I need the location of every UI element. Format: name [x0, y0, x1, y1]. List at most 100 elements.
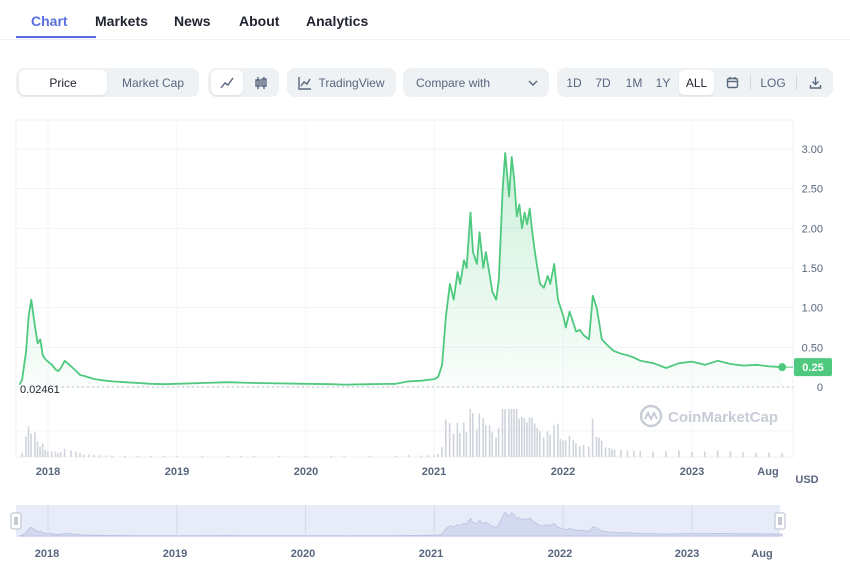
watermark: CoinMarketCap — [639, 404, 778, 428]
volume-bar — [595, 437, 598, 457]
toolbar-divider — [796, 75, 797, 90]
volume-bar — [611, 449, 613, 457]
volume-bar — [79, 452, 81, 457]
volume-bar — [482, 418, 484, 457]
toolbar-divider — [750, 75, 751, 90]
navigator-tick-label: Aug — [751, 548, 772, 560]
y-tick-label: 0 — [817, 382, 823, 394]
navigator-svg: 2018 2019 2020 2021 2022 2023 Aug — [10, 505, 786, 560]
range-1d-button[interactable]: 1D — [566, 75, 582, 90]
log-scale-button[interactable]: LOG — [760, 75, 786, 90]
calendar-button[interactable] — [720, 70, 744, 95]
navigator-right-handle[interactable] — [774, 512, 786, 530]
volume-bar — [598, 437, 600, 457]
tradingview-button-content: TradingView — [291, 70, 392, 95]
volume-bar — [394, 456, 397, 457]
price-button[interactable]: Price — [19, 70, 107, 95]
navigator-selection[interactable] — [16, 505, 780, 537]
volume-bar — [456, 422, 459, 457]
price-line[interactable] — [18, 152, 783, 386]
volume-bar — [39, 446, 41, 457]
volume-bar — [531, 417, 533, 457]
volume-bar — [546, 431, 549, 457]
range-all-button[interactable]: ALL — [679, 70, 714, 95]
volume-bar — [75, 451, 77, 457]
volume-bar — [452, 433, 455, 457]
market-cap-button[interactable]: Market Cap — [121, 75, 185, 90]
navigator-tick-label: 2023 — [675, 548, 699, 560]
time-navigator[interactable]: 2018 2019 2020 2021 2022 2023 Aug — [0, 500, 850, 577]
range-1y-button[interactable]: 1Y — [655, 75, 671, 90]
start-price-label: 0.02461 — [20, 384, 60, 396]
tab-chart[interactable]: Chart — [31, 13, 68, 29]
volume-bar — [515, 409, 518, 457]
tab-about[interactable]: About — [239, 13, 280, 29]
volume-bar — [542, 437, 545, 457]
volume-bar — [520, 417, 523, 457]
time-range-selector: 1D 7D 1M 1Y ALL LOG — [557, 68, 833, 97]
volume-bar — [703, 451, 706, 457]
volume-bar — [469, 409, 472, 457]
volume-bar — [54, 451, 57, 457]
volume-bar — [441, 447, 443, 457]
volume-bar — [407, 454, 410, 457]
volume-bar — [523, 418, 526, 457]
watermark-text: CoinMarketCap — [668, 409, 778, 426]
volume-bar — [582, 445, 585, 457]
volume-bar — [47, 451, 49, 457]
volume-bar — [513, 409, 515, 457]
volume-bar — [63, 448, 66, 457]
volume-bar — [137, 455, 139, 457]
volume-bar — [330, 456, 332, 457]
volume-bar — [444, 419, 447, 457]
price-marketcap-toggle: Price Market Cap — [16, 68, 199, 97]
volume-bar — [528, 417, 531, 457]
volume-bar — [57, 453, 59, 457]
volume-bar — [729, 451, 732, 457]
volume-bar — [175, 456, 178, 457]
navigator-left-handle[interactable] — [10, 512, 22, 530]
x-tick-label: 2021 — [422, 466, 446, 478]
volume-bar — [93, 454, 95, 457]
price-chart-svg: 3.00 2.50 2.00 1.50 1.00 0.50 0 2018 2019 2020 202… — [15, 119, 832, 486]
volume-bar — [88, 454, 90, 457]
x-tick-label: 2018 — [36, 466, 60, 478]
line-chart-button[interactable] — [211, 70, 243, 95]
volume-bar — [59, 452, 62, 457]
compare-with-label: Compare with — [416, 75, 491, 90]
tab-analytics[interactable]: Analytics — [306, 13, 369, 29]
chart-toolbar: Price Market Cap TradingView C — [0, 68, 850, 98]
volume-bar — [665, 451, 667, 457]
volume-bar — [691, 451, 693, 457]
download-button[interactable] — [803, 70, 827, 95]
volume-bar — [491, 432, 493, 457]
active-tab-indicator — [16, 36, 96, 38]
volume-bar — [437, 453, 439, 457]
volume-bar — [742, 452, 745, 457]
range-1m-button[interactable]: 1M — [625, 75, 643, 90]
volume-bar — [124, 455, 126, 457]
volume-bar — [70, 450, 72, 457]
volume-bar — [504, 409, 506, 457]
plot-border — [15, 119, 794, 458]
range-7d-button[interactable]: 7D — [595, 75, 611, 90]
volume-bar — [536, 428, 539, 457]
volume-bar — [639, 450, 642, 457]
volume-bar — [716, 450, 719, 457]
volume-bar — [150, 456, 152, 457]
compare-with-dropdown[interactable]: Compare with — [403, 68, 549, 97]
y-tick-label: 0.50 — [802, 342, 823, 354]
navigator-tick-label: 2019 — [163, 548, 187, 560]
price-chart[interactable]: 3.00 2.50 2.00 1.50 1.00 0.50 0 2018 2019 2020 202… — [0, 118, 850, 498]
volume-bar — [343, 456, 345, 457]
tab-news[interactable]: News — [174, 13, 211, 29]
volume-bar — [488, 425, 491, 457]
volume-bar — [463, 422, 465, 457]
candlestick-button[interactable] — [245, 70, 276, 95]
tradingview-button[interactable]: TradingView — [287, 68, 396, 97]
volume-bar — [755, 452, 757, 457]
tab-markets[interactable]: Markets — [95, 13, 148, 29]
volume-bar — [633, 450, 635, 457]
y-tick-label: 2.00 — [802, 223, 823, 235]
volume-bar — [562, 440, 564, 457]
